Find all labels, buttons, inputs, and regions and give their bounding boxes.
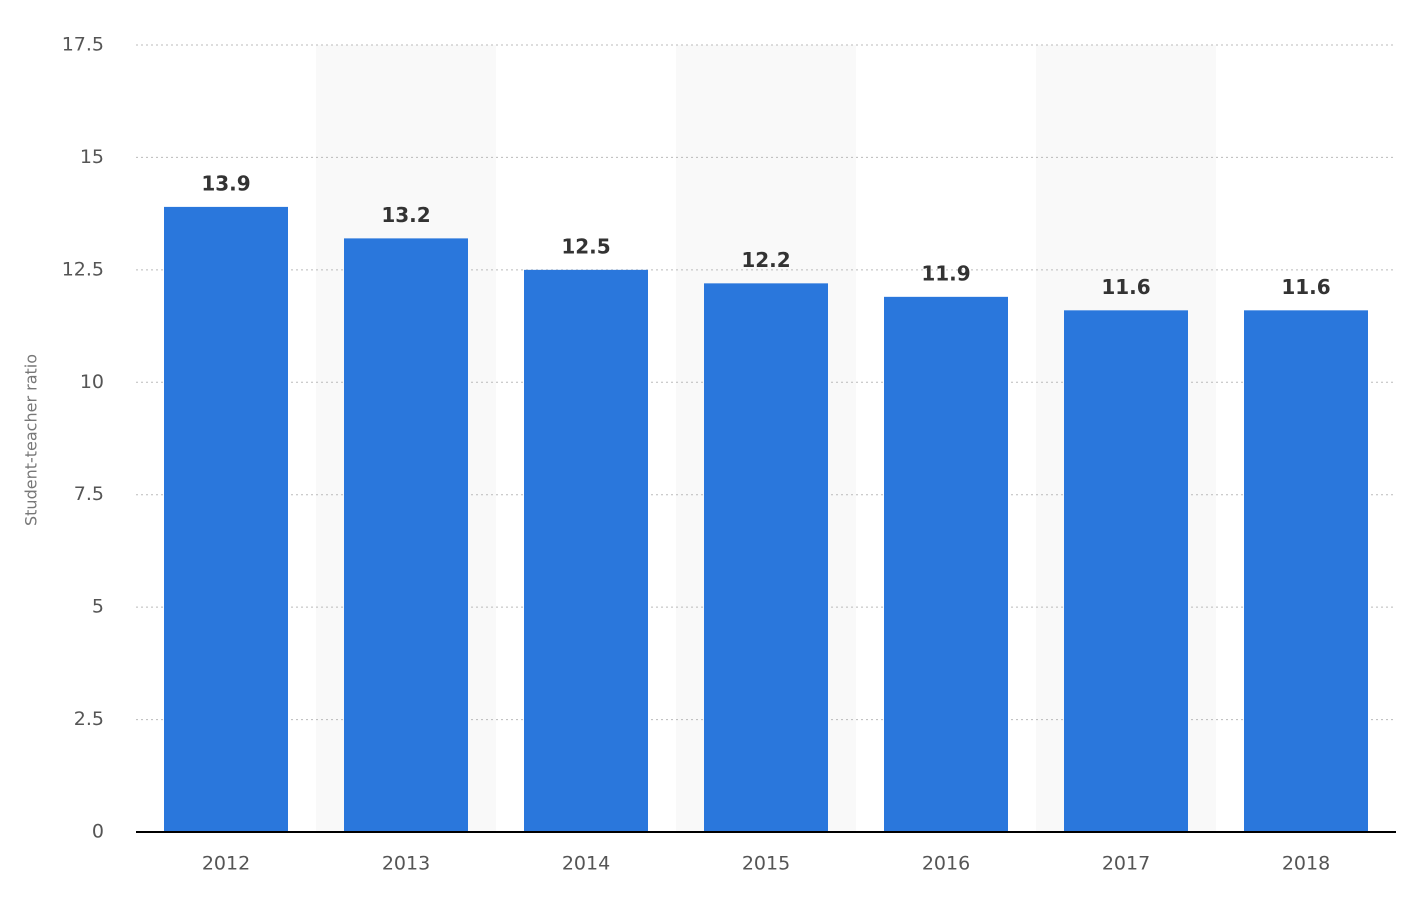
x-tick-label: 2014 xyxy=(562,853,610,875)
bar xyxy=(164,206,288,832)
y-tick-label: 17.5 xyxy=(62,34,104,56)
x-tick-label: 2012 xyxy=(202,853,250,875)
y-axis-label: Student-teacher ratio xyxy=(22,354,41,526)
value-label: 13.9 xyxy=(201,171,250,195)
value-label: 11.9 xyxy=(921,261,970,285)
y-tick-label: 0 xyxy=(92,821,104,843)
x-tick-label: 2015 xyxy=(742,853,790,875)
y-tick-label: 12.5 xyxy=(62,258,104,280)
value-label: 13.2 xyxy=(381,203,430,227)
bar xyxy=(1064,310,1188,832)
value-label: 12.2 xyxy=(741,248,790,272)
y-tick-label: 7.5 xyxy=(74,483,104,505)
bar xyxy=(884,296,1008,833)
bar xyxy=(344,238,468,832)
value-label: 11.6 xyxy=(1101,275,1150,299)
y-tick-label: 2.5 xyxy=(74,708,104,730)
value-label: 11.6 xyxy=(1281,275,1330,299)
y-tick-label: 15 xyxy=(80,146,104,168)
value-label: 12.5 xyxy=(561,234,610,258)
bar xyxy=(524,269,648,832)
bar xyxy=(704,283,828,832)
x-tick-label: 2013 xyxy=(382,853,430,875)
y-tick-label: 5 xyxy=(92,596,104,618)
y-tick-label: 10 xyxy=(80,371,104,393)
x-tick-label: 2018 xyxy=(1282,853,1330,875)
x-tick-label: 2017 xyxy=(1102,853,1150,875)
x-tick-label: 2016 xyxy=(922,853,970,875)
bar xyxy=(1244,310,1368,832)
